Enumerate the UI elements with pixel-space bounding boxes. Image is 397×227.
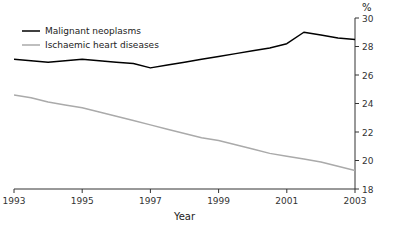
y-tick-label: 22 <box>362 128 373 138</box>
x-tick-label: 2001 <box>275 196 298 206</box>
y-tick-label: 20 <box>362 156 374 166</box>
x-axis-line <box>14 189 355 190</box>
y-tick <box>355 132 359 133</box>
x-tick-label: 1997 <box>139 196 162 206</box>
x-tick-label: 1999 <box>207 196 230 206</box>
x-tick-label: 1995 <box>71 196 94 206</box>
series-line <box>14 32 355 68</box>
x-tick <box>150 189 151 193</box>
x-tick-label: 2003 <box>344 196 367 206</box>
legend-label: Malignant neoplasms <box>45 26 141 36</box>
y-tick <box>355 18 359 19</box>
x-tick <box>82 189 83 193</box>
y-tick-label: 18 <box>362 185 374 195</box>
chart: 1993 1995 1997 1999 2001 2003 Year 18 20 22 24 26 28… <box>0 0 397 227</box>
x-tick <box>14 189 15 193</box>
y-tick-label: 26 <box>362 71 374 81</box>
plot-area <box>14 32 355 170</box>
series-line <box>14 95 355 171</box>
x-tick <box>218 189 219 193</box>
x-axis-label: Year <box>173 211 196 222</box>
y-tick <box>355 75 359 76</box>
y-tick <box>355 46 359 47</box>
y-tick <box>355 160 359 161</box>
legend-swatch <box>22 30 40 32</box>
y-axis-label: % <box>362 2 372 13</box>
y-tick <box>355 189 359 190</box>
y-tick-label: 24 <box>362 99 374 109</box>
y-tick-label: 28 <box>362 42 374 52</box>
x-tick <box>286 189 287 193</box>
legend: Malignant neoplasms Ischaemic heart disea… <box>22 26 159 50</box>
legend-label: Ischaemic heart diseases <box>45 40 159 50</box>
x-tick <box>355 189 356 193</box>
x-tick-label: 1993 <box>3 196 26 206</box>
y-tick-label: 30 <box>362 14 374 24</box>
y-tick <box>355 103 359 104</box>
legend-swatch <box>22 44 40 46</box>
